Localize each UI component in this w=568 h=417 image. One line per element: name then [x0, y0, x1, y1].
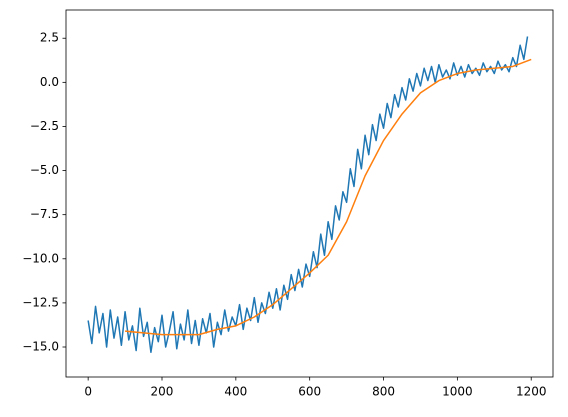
y-tick-label: −5.0 — [30, 163, 59, 177]
series-line — [125, 58, 532, 336]
y-tick-label: −10.0 — [22, 251, 59, 265]
x-tick-label: 1200 — [516, 385, 547, 399]
x-tick-label: 0 — [84, 385, 92, 399]
y-tick-label: −12.5 — [22, 295, 59, 309]
y-tick-label: −15.0 — [22, 340, 59, 354]
y-tick-label: 2.5 — [40, 31, 59, 45]
y-tick-label: −7.5 — [30, 207, 59, 221]
x-tick-label: 400 — [224, 385, 247, 399]
y-tick-label: 0.0 — [40, 75, 59, 89]
x-tick-label: 600 — [298, 385, 321, 399]
x-tick-label: 800 — [372, 385, 395, 399]
x-tick-label: 1000 — [442, 385, 473, 399]
y-tick-label: −2.5 — [30, 119, 59, 133]
series-line — [87, 36, 529, 354]
x-tick-label: 200 — [151, 385, 174, 399]
